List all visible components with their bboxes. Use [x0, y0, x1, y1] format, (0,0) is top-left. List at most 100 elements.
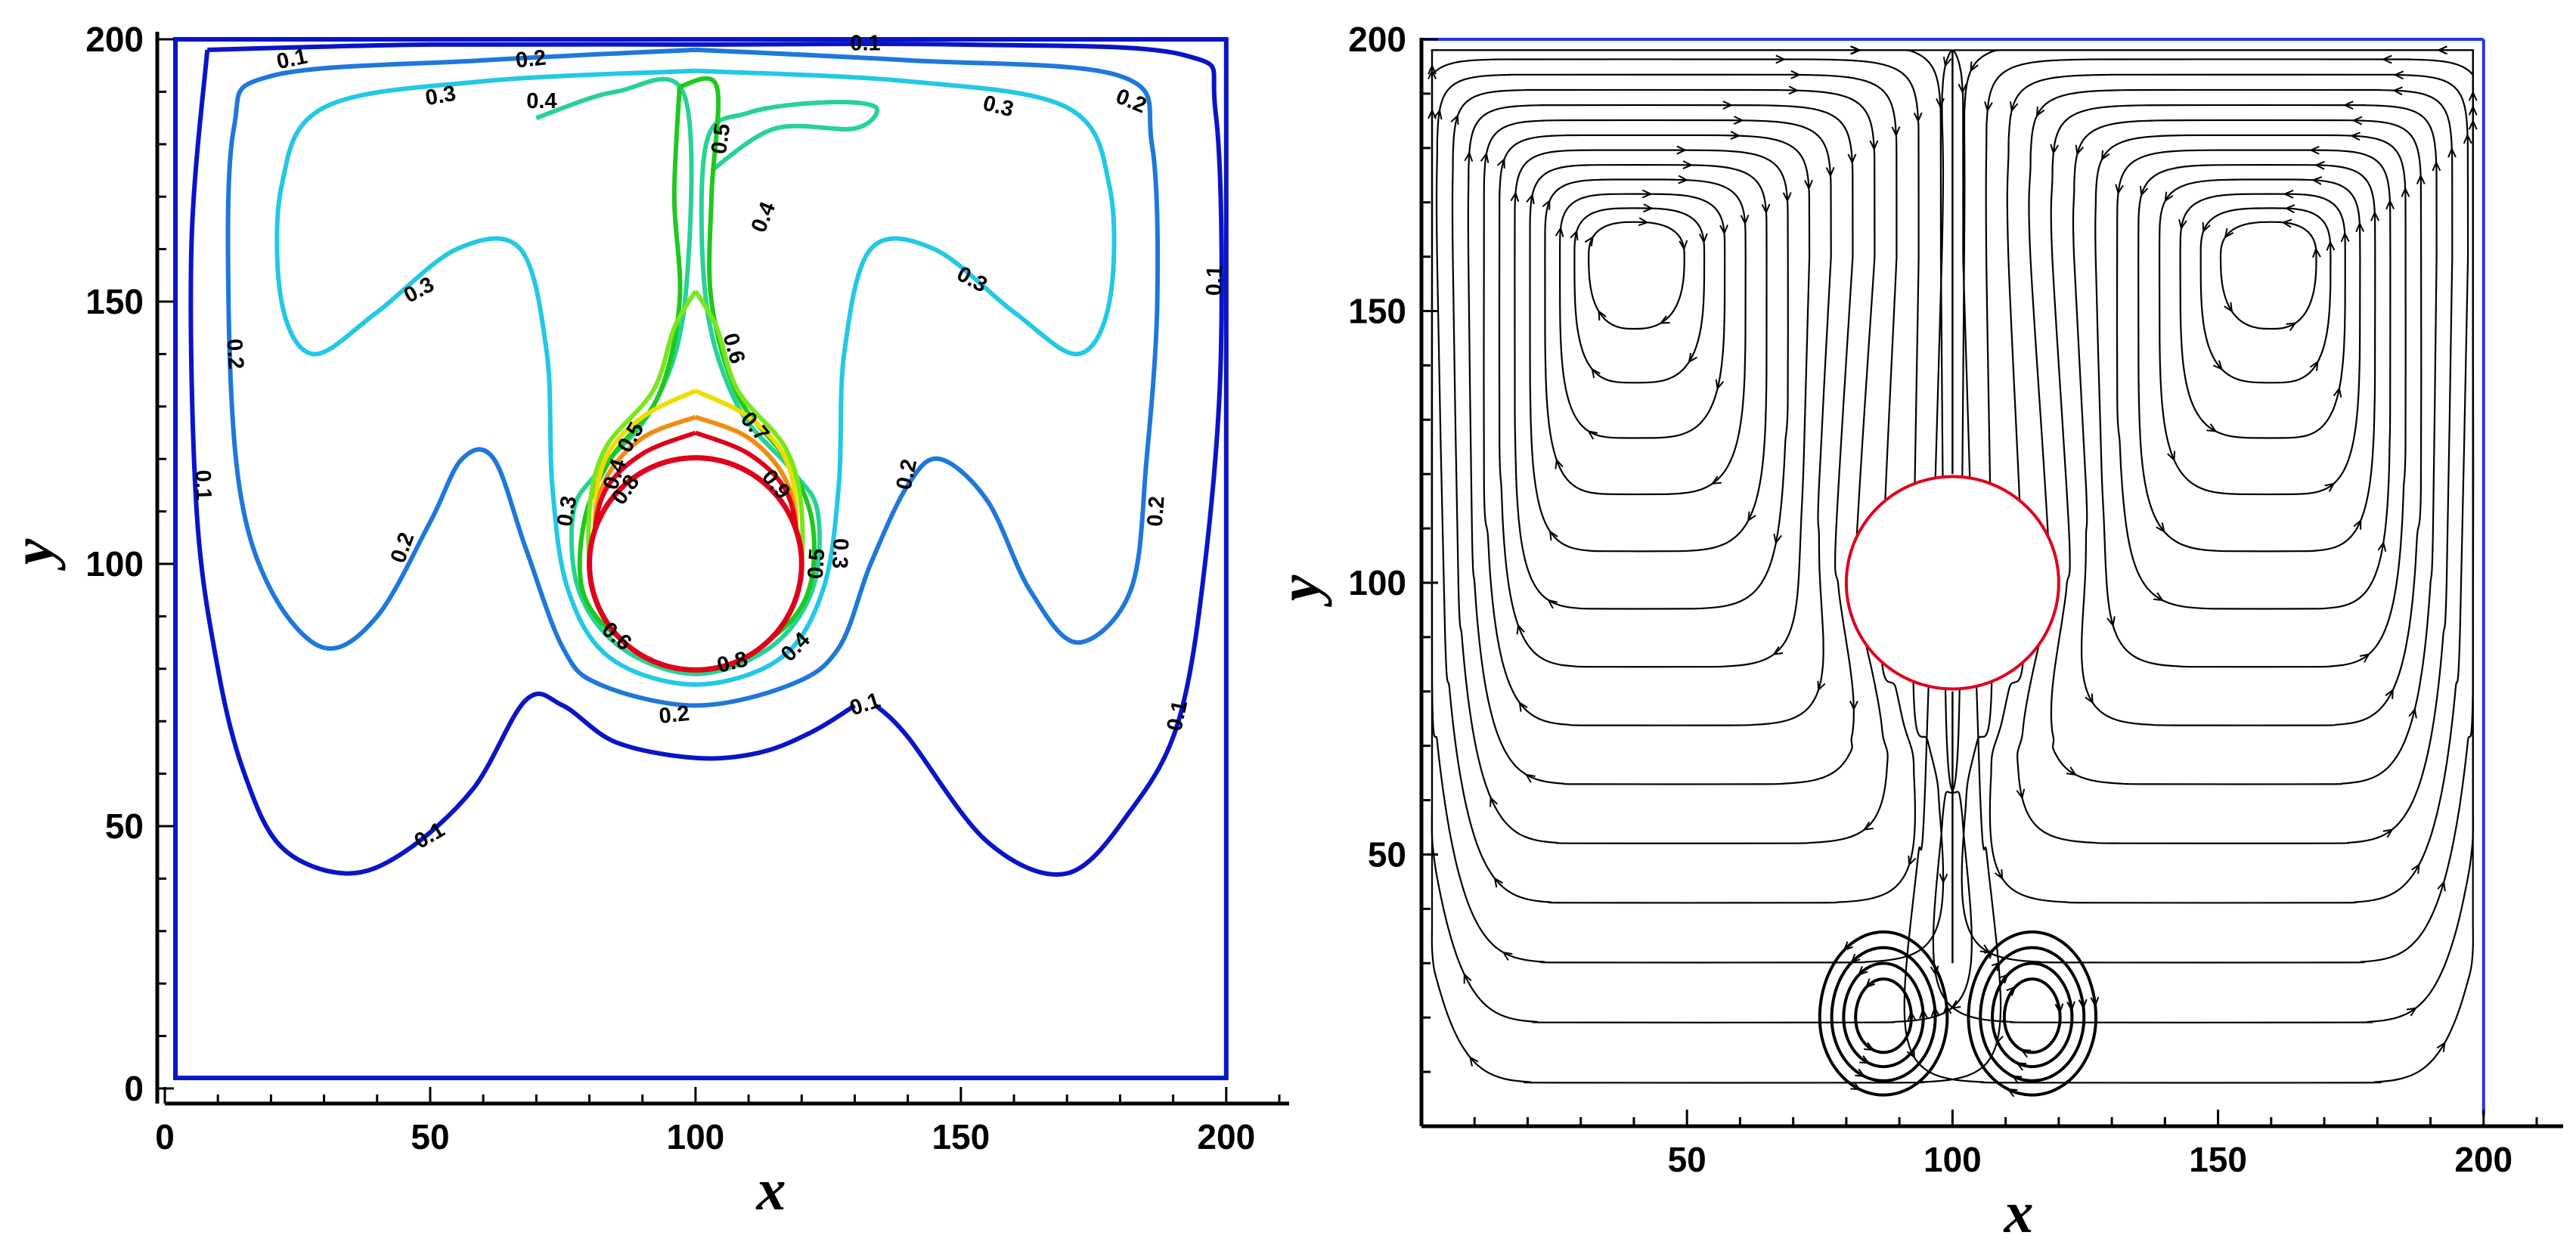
stream-arrow	[2355, 221, 2365, 233]
stream-arrow	[1715, 379, 1725, 391]
contour-label: 0.3	[423, 82, 457, 111]
contour-label: 0.1	[1202, 265, 1227, 296]
stream-arrow	[2447, 147, 2457, 158]
stream-arrow	[1994, 869, 2004, 881]
stream-arrow	[1496, 157, 1505, 169]
stream-arrow	[2342, 101, 2354, 110]
streamline	[1467, 104, 1855, 785]
stream-arrow	[2333, 386, 2342, 398]
stream-arrow	[2007, 1088, 2018, 1098]
stream-arrow	[1555, 226, 1564, 237]
cylinder-outline	[587, 455, 804, 673]
stream-arrow	[2115, 184, 2124, 195]
stream-arrow	[1790, 70, 1802, 79]
contour-line-0_1	[207, 41, 1224, 877]
streamline	[1431, 49, 2002, 1084]
stream-arrow	[1817, 680, 1826, 692]
stream-arrow	[2370, 210, 2379, 221]
streamline	[1903, 49, 2474, 1084]
stream-arrow	[2381, 54, 2392, 64]
x-tick-label: 200	[2454, 1140, 2512, 1179]
streamline	[1559, 193, 1726, 439]
stream-arrow	[1510, 190, 1520, 203]
y-tick-label: 200	[1348, 20, 1406, 59]
stream-arrow	[2436, 1041, 2446, 1052]
stream-arrow	[1679, 240, 1688, 251]
stream-arrow	[2286, 322, 2297, 331]
x-tick-label: 150	[2189, 1140, 2247, 1179]
x-tick-label: 150	[932, 1117, 990, 1156]
x-tick-label: 50	[411, 1117, 449, 1156]
stream-arrow	[2416, 174, 2426, 184]
stream-arrow	[1958, 83, 1967, 94]
stream-arrow	[2010, 1075, 2023, 1085]
stream-arrow	[2075, 144, 2085, 156]
stream-arrow	[2340, 231, 2350, 243]
streamline	[1483, 119, 1832, 726]
stream-arrow	[2437, 880, 2446, 892]
y-tick-label: 150	[85, 282, 144, 321]
stream-arrow	[2284, 204, 2295, 214]
contour-label: 0.4	[777, 627, 815, 666]
y-tick-label: 100	[1348, 563, 1406, 602]
streamline	[1529, 164, 1768, 553]
stream-arrow	[1710, 475, 1722, 485]
stream-arrow	[2406, 1007, 2418, 1017]
contour-label: 0.4	[526, 89, 556, 113]
x-tick-label: 100	[1923, 1140, 1982, 1179]
stream-arrow	[2015, 1062, 2027, 1071]
stream-arrow	[2281, 218, 2292, 228]
stream-arrow	[1862, 821, 1874, 831]
stream-arrow	[1688, 352, 1697, 364]
stream-arrow	[2314, 160, 2325, 170]
stream-arrow	[2411, 862, 2420, 875]
streamline	[1498, 134, 1811, 668]
stream-arrow	[1864, 1042, 1875, 1051]
stream-arrow	[2078, 998, 2088, 1010]
stream-arrow	[2385, 688, 2394, 699]
stream-arrow	[1547, 599, 1558, 609]
contour-label: 0.1	[847, 689, 883, 721]
domain-box	[173, 37, 1229, 1081]
cylinder	[587, 455, 804, 673]
streamline	[1854, 977, 1913, 1054]
stream-arrow	[1891, 126, 1901, 138]
stream-arrow	[1722, 101, 1734, 110]
stream-arrow	[2206, 423, 2218, 432]
y-axis-title: y	[1266, 574, 1332, 607]
x-axis-title: x	[2004, 1179, 2034, 1245]
stream-arrow	[2437, 45, 2447, 55]
axes: 0 50 100 150 200 0 50 100 150 200	[85, 20, 1289, 1156]
stream-arrow	[1747, 511, 1756, 522]
stream-arrow	[2393, 70, 2404, 80]
y-tick-label: 50	[1368, 835, 1406, 875]
stream-arrow	[1991, 961, 2002, 971]
streamline	[1818, 930, 1949, 1097]
stream-arrow	[1984, 949, 1995, 959]
y-tick-label: 200	[85, 20, 144, 59]
stream-arrow	[1825, 166, 1835, 178]
x-tick-label: 200	[1197, 1117, 1255, 1156]
stream-arrow	[1733, 116, 1744, 125]
streamline	[1573, 207, 1706, 384]
stream-arrow	[2309, 360, 2319, 371]
stream-arrow	[2463, 133, 2472, 144]
stream-arrow	[1526, 193, 1535, 205]
stream-arrow	[1542, 199, 1551, 210]
stream-arrow	[1950, 1000, 1961, 1010]
stream-arrow	[1788, 85, 1799, 95]
stream-arrow	[1984, 101, 1993, 113]
stream-arrow	[1843, 941, 1853, 952]
stream-arrow	[2308, 145, 2320, 155]
stream-arrow	[1638, 217, 1649, 227]
stream-arrow	[2085, 693, 2094, 704]
stream-arrow	[2139, 185, 2149, 197]
stream-arrow	[1850, 953, 1861, 964]
stream-arrow	[1468, 1055, 1479, 1067]
stream-arrow	[2035, 106, 2045, 118]
domain-boundary	[173, 37, 1229, 1081]
stream-arrow	[2178, 218, 2187, 231]
stream-arrow	[1659, 315, 1670, 324]
stream-arrow	[2392, 86, 2403, 96]
streamline	[2219, 221, 2317, 330]
